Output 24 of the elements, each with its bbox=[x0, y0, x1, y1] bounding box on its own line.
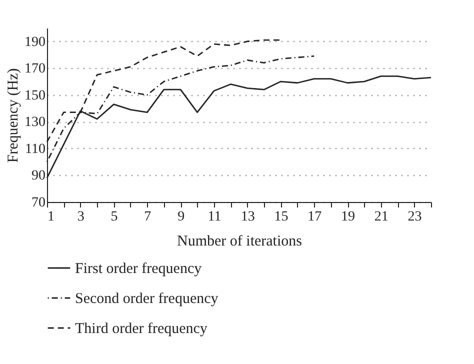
x-tick-label: 13 bbox=[240, 210, 255, 224]
y-tick-label: 110 bbox=[25, 142, 46, 157]
x-tick-label: 23 bbox=[408, 210, 422, 224]
x-tick-label: 19 bbox=[341, 210, 356, 224]
x-tick-label: 7 bbox=[144, 210, 152, 224]
y-tick-label: 190 bbox=[24, 34, 46, 50]
x-axis-title: Number of iterations bbox=[177, 234, 302, 250]
x-tick-label: 15 bbox=[274, 210, 288, 224]
y-tick-label: 130 bbox=[24, 115, 46, 130]
x-tick-label: 5 bbox=[110, 210, 118, 224]
y-tick-label: 150 bbox=[24, 88, 46, 104]
x-tick-label: 17 bbox=[308, 210, 322, 224]
y-axis-title: Frequency (Hz) bbox=[6, 68, 22, 163]
y-tick-label: 170 bbox=[24, 62, 46, 77]
x-tick-label: 11 bbox=[208, 210, 222, 224]
x-tick-label: 3 bbox=[77, 210, 84, 224]
x-tick-label: 21 bbox=[374, 210, 388, 224]
legend-label: Second order frequency bbox=[75, 291, 219, 307]
y-tick-label: 90 bbox=[32, 168, 46, 184]
y-tick-label: 70 bbox=[32, 196, 46, 210]
legend-label: First order frequency bbox=[75, 261, 202, 277]
x-tick-label: 1 bbox=[48, 210, 54, 224]
x-tick-label: 9 bbox=[178, 210, 185, 224]
legend-label: Third order frequency bbox=[75, 321, 208, 337]
